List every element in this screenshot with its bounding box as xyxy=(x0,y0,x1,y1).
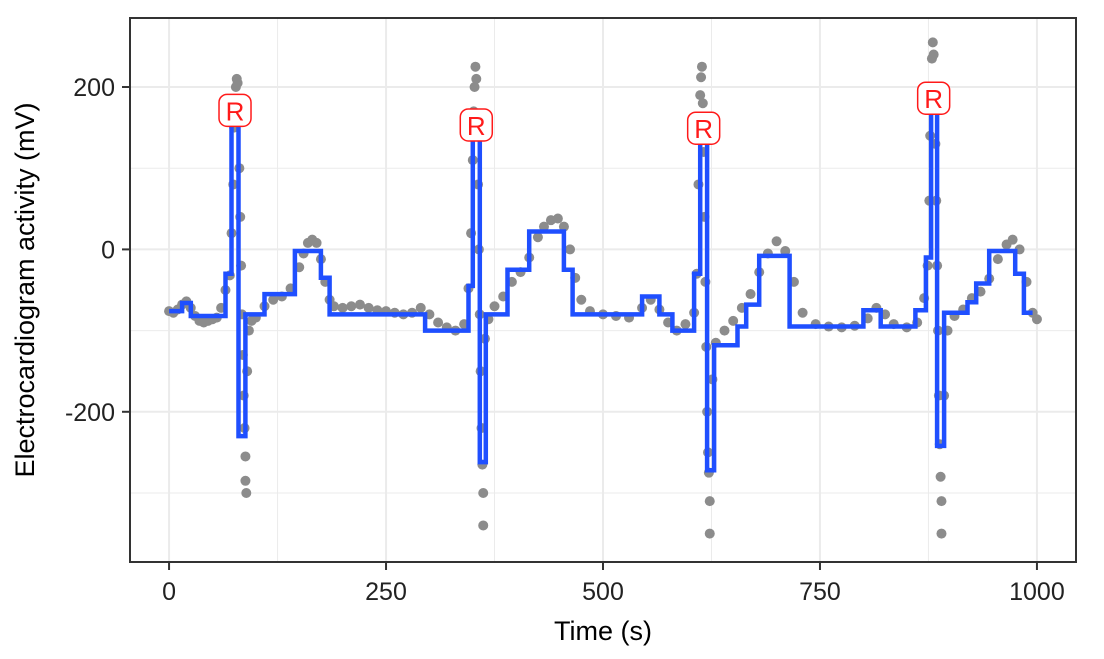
data-point xyxy=(719,325,730,336)
data-point xyxy=(695,90,706,101)
data-point xyxy=(928,49,939,60)
r-label-box xyxy=(916,81,951,115)
r-peak-label: R xyxy=(916,81,951,115)
data-point xyxy=(478,520,489,531)
data-point xyxy=(697,98,708,109)
data-point xyxy=(232,77,243,88)
x-axis-title: Time (s) xyxy=(554,616,652,646)
data-point xyxy=(532,232,543,243)
data-point xyxy=(558,221,569,232)
data-point xyxy=(704,496,715,507)
data-point xyxy=(478,487,489,498)
data-point xyxy=(552,213,563,224)
data-point xyxy=(240,451,251,462)
data-point xyxy=(696,61,707,72)
data-point xyxy=(680,319,691,330)
data-point xyxy=(469,82,480,93)
r-peak-labels: R R R R xyxy=(218,81,951,145)
data-point xyxy=(268,294,279,305)
axis-ticks: 0 250 500 750 1000 -200 0 200 xyxy=(65,74,1065,606)
data-point xyxy=(471,73,482,84)
step-series-line xyxy=(169,99,1033,473)
y-tick-label: 0 xyxy=(101,236,115,264)
y-tick-label: 200 xyxy=(73,74,115,102)
data-point xyxy=(363,302,374,313)
data-point xyxy=(745,289,756,300)
r-label-text: R xyxy=(226,96,245,126)
data-point xyxy=(936,528,947,539)
y-axis-title: Electrocardiogram activity (mV) xyxy=(10,102,40,477)
data-point xyxy=(489,301,500,312)
data-point xyxy=(470,61,481,72)
data-point xyxy=(354,299,365,310)
r-peak-label: R xyxy=(686,111,721,145)
data-point xyxy=(346,301,357,312)
data-point xyxy=(728,315,739,326)
r-label-text: R xyxy=(467,111,486,141)
x-tick-label: 750 xyxy=(799,578,841,606)
data-point xyxy=(797,307,808,318)
data-point xyxy=(704,528,715,539)
r-label-box xyxy=(218,93,252,128)
data-point xyxy=(311,237,322,248)
data-point xyxy=(1031,314,1042,325)
x-tick-label: 500 xyxy=(582,578,624,606)
data-point xyxy=(771,236,782,247)
data-point xyxy=(696,72,707,83)
y-tick-label: -200 xyxy=(65,399,115,427)
r-label-box xyxy=(686,111,721,145)
r-peak-label: R xyxy=(459,108,494,142)
x-tick-label: 0 xyxy=(162,578,176,606)
data-point xyxy=(241,487,252,498)
r-label-text: R xyxy=(924,84,943,114)
r-label-text: R xyxy=(694,114,713,144)
data-point xyxy=(337,302,348,313)
r-label-box xyxy=(459,108,494,142)
x-tick-label: 250 xyxy=(365,578,407,606)
grid-lines xyxy=(130,18,1076,562)
data-point xyxy=(565,244,576,255)
data-point xyxy=(433,317,444,328)
data-point xyxy=(240,475,251,486)
data-point xyxy=(936,496,947,507)
data-point xyxy=(415,302,426,313)
r-peak-label: R xyxy=(218,93,252,128)
data-point xyxy=(935,471,946,482)
data-point xyxy=(538,221,549,232)
data-point xyxy=(780,246,791,257)
fitted-step-line xyxy=(169,99,1033,473)
data-point xyxy=(576,294,587,305)
data-point xyxy=(1007,234,1018,245)
data-point xyxy=(992,254,1003,265)
data-point xyxy=(927,37,938,48)
x-tick-label: 1000 xyxy=(1009,578,1065,606)
